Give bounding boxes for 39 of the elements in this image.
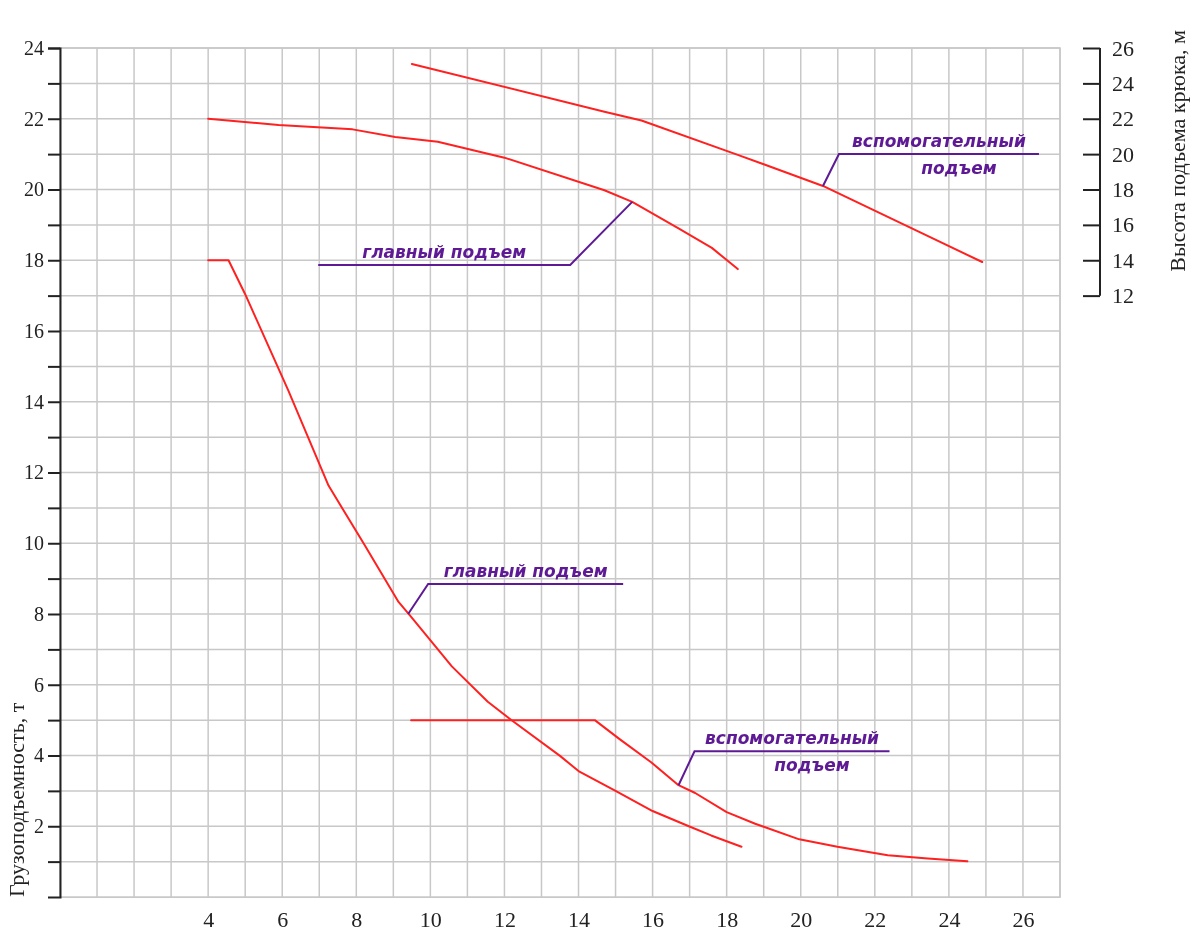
y-tick-label: 20 — [24, 178, 44, 201]
x-tick-label: 10 — [419, 906, 442, 932]
annotation: вспомогательный подъем — [705, 728, 879, 776]
annotation: главный подъем — [443, 561, 608, 581]
x-tick-label: 4 — [203, 906, 215, 932]
x-tick-label: 6 — [277, 906, 289, 932]
y-tick-label: 22 — [24, 107, 44, 130]
y2-tick-label: 18 — [1112, 177, 1134, 203]
x-tick-label: 26 — [1012, 906, 1035, 932]
y2-tick-label: 22 — [1112, 106, 1134, 132]
x-tick-label: 22 — [864, 906, 887, 932]
y-tick-label: 8 — [34, 602, 44, 625]
y-tick-label: 12 — [24, 461, 44, 484]
y2-axis-title: Высота подъема крюка, м — [1165, 29, 1190, 272]
x-tick-label: 12 — [493, 906, 516, 932]
y-tick-label: 6 — [34, 673, 44, 696]
y2-tick-label: 12 — [1112, 283, 1134, 309]
x-tick-label: 8 — [351, 906, 363, 932]
y-tick-label: 14 — [24, 390, 44, 413]
y2-tick-label: 26 — [1112, 35, 1134, 61]
x-tick-label: 18 — [716, 906, 739, 932]
y2-tick-label: 20 — [1112, 141, 1134, 167]
y2-tick-label: 14 — [1112, 247, 1134, 273]
line-series — [207, 117, 739, 271]
y-tick-label: 4 — [34, 744, 44, 767]
annotation: вспомогательный подъем — [852, 130, 1026, 178]
annotation: главный подъем — [362, 241, 527, 262]
x-tick-label: 14 — [568, 906, 591, 932]
y-axis-title: Грузоподъемность, т — [4, 702, 29, 897]
y-tick-label: 2 — [34, 815, 44, 838]
x-tick-label: 20 — [790, 906, 813, 932]
y-tick-label: 18 — [24, 249, 44, 272]
y2-tick-label: 16 — [1112, 212, 1134, 238]
y2-tick-label: 24 — [1112, 70, 1134, 96]
x-tick-label: 16 — [642, 906, 665, 932]
y-tick-label: 16 — [24, 319, 44, 342]
y-tick-label: 10 — [24, 532, 44, 555]
x-tick-label: 24 — [938, 906, 961, 932]
y-tick-label: 24 — [24, 36, 44, 59]
